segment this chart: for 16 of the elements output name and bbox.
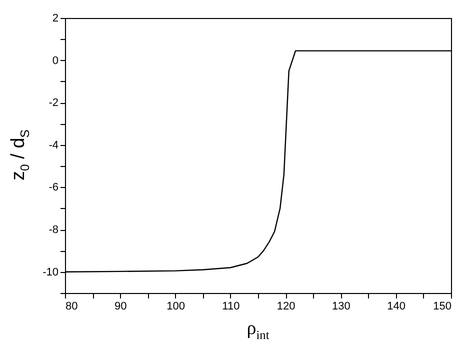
x-tick-label: 110 (222, 300, 240, 312)
x-tick-label: 100 (166, 300, 185, 312)
x-tick-label: 120 (276, 300, 296, 312)
x-axis-title: ρ$_{int}$ (246, 318, 270, 343)
x-tick-label: 140 (387, 300, 406, 312)
x-tick-label: 80 (66, 300, 78, 312)
y-tick-label: -8 (48, 224, 58, 236)
y-tick-label: -6 (48, 182, 58, 194)
x-tick-label: 130 (332, 300, 350, 312)
x-tick-label: 150 (433, 300, 452, 312)
y-tick-label: -10 (42, 266, 58, 278)
y-tick-label: -4 (48, 139, 58, 152)
y-tick-label: 0 (52, 54, 58, 67)
y-tick-label: 2 (52, 12, 58, 24)
x-tick-label: 90 (114, 300, 127, 312)
y-tick-label: -2 (48, 97, 58, 110)
